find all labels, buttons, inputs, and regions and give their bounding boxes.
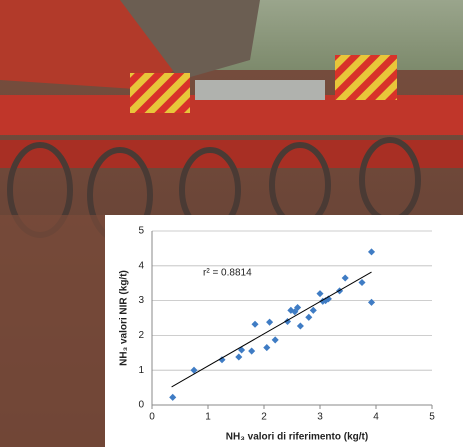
y-tick-label: 1 xyxy=(138,365,144,376)
x-tick-label: 2 xyxy=(261,412,267,423)
y-tick-label: 4 xyxy=(138,260,144,271)
x-tick-label: 5 xyxy=(429,412,435,423)
x-tick-label: 3 xyxy=(317,412,323,423)
y-axis-label: NH₃ valori NIR (kg/t) xyxy=(119,270,130,366)
annotation: r² = 0.8814 xyxy=(203,268,252,279)
chart-panel xyxy=(105,215,463,447)
x-tick-label: 1 xyxy=(205,412,211,423)
y-tick-label: 3 xyxy=(138,295,144,306)
page: 0 1 2 3 4 5 0 1 2 3 4 5 r² = 0.8814 NH₃ valori di rif… xyxy=(0,0,463,447)
y-tick-label: 5 xyxy=(138,226,144,237)
x-tick-label: 4 xyxy=(373,412,379,423)
y-tick-label: 2 xyxy=(138,330,144,341)
y-tick-label: 0 xyxy=(138,400,144,411)
x-tick-label: 0 xyxy=(149,412,155,423)
x-axis-label: NH₃ valori di riferimento (kg/t) xyxy=(226,432,368,443)
